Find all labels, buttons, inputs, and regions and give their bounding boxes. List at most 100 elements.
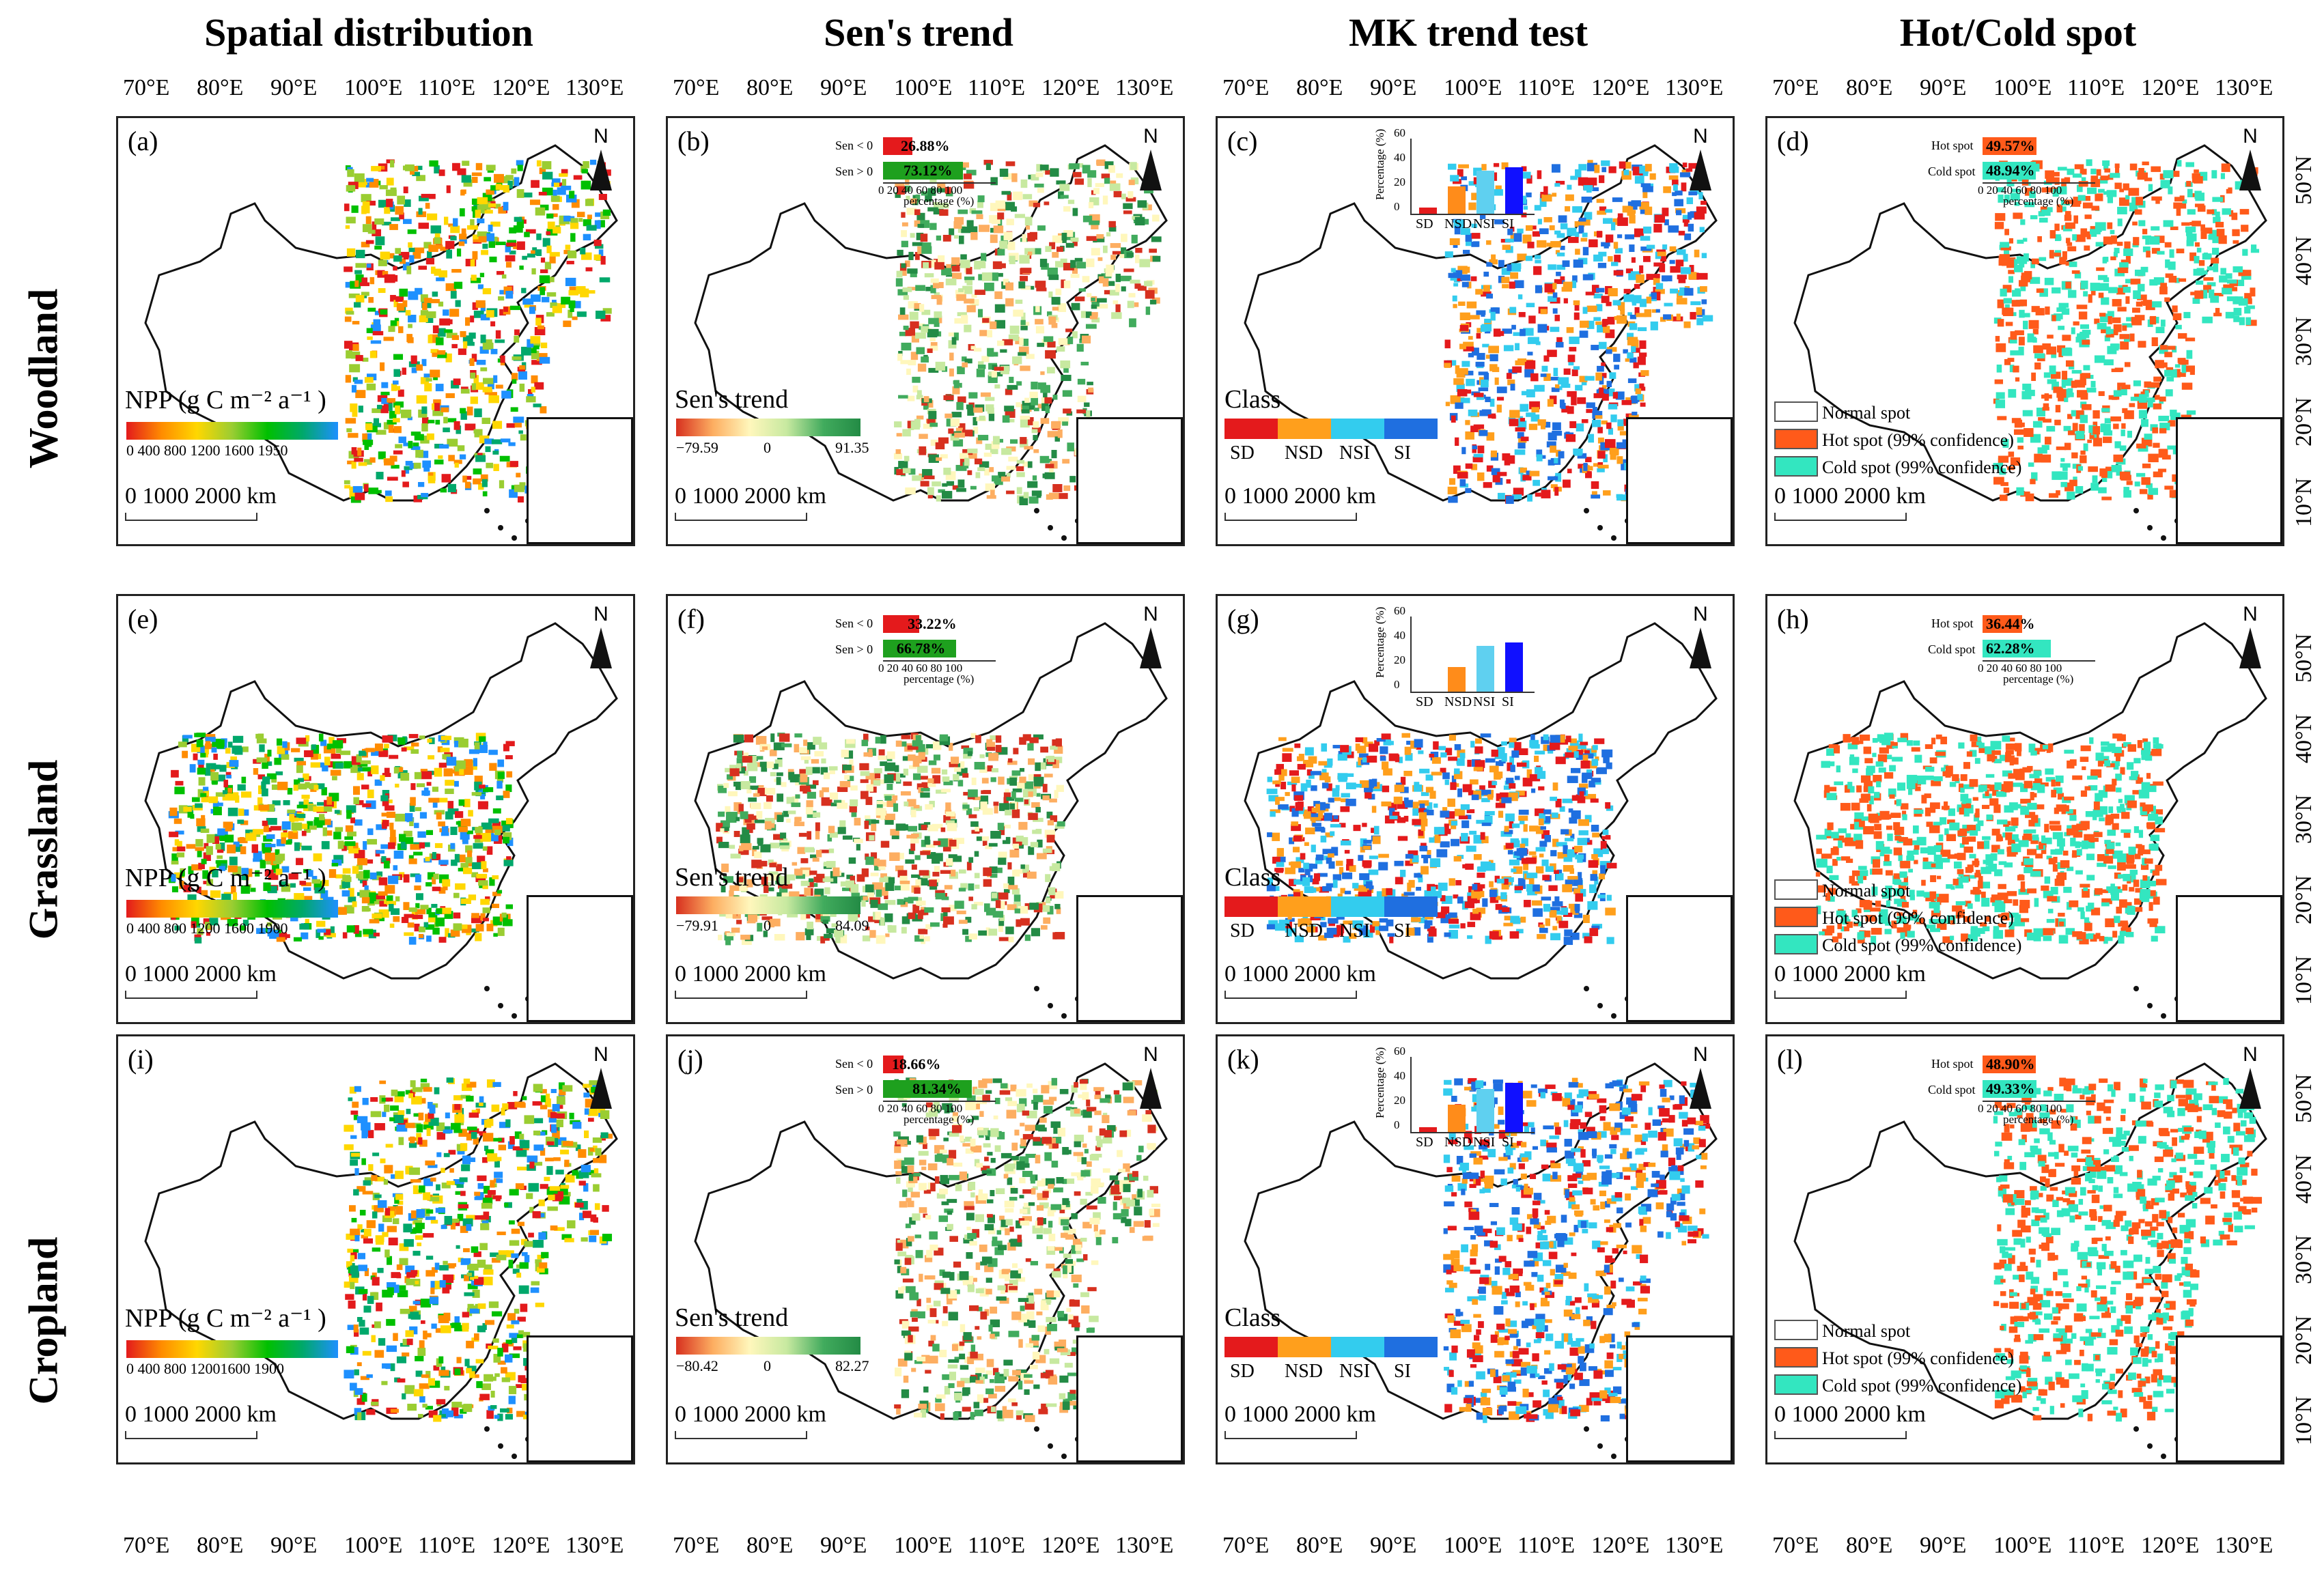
lon-tick-label: 130°E [1115, 75, 1174, 100]
data-pixel [1463, 341, 1474, 348]
data-pixel [1585, 457, 1592, 463]
data-pixel [1550, 376, 1559, 381]
data-pixel [1042, 795, 1050, 801]
data-pixel [1576, 423, 1584, 431]
data-pixel [1457, 275, 1463, 281]
data-pixel [414, 923, 420, 932]
data-pixel [401, 470, 406, 477]
data-pixel [565, 277, 576, 287]
data-pixel [360, 767, 371, 771]
data-pixel [811, 759, 820, 764]
data-pixel [954, 216, 964, 225]
data-pixel [2097, 322, 2107, 330]
mini-x-label: percentage (%) [2003, 195, 2074, 208]
data-pixel [1472, 445, 1477, 450]
data-pixel [426, 213, 438, 221]
data-pixel [346, 925, 355, 933]
data-pixel [898, 395, 908, 399]
data-pixel [262, 847, 271, 854]
data-pixel [2210, 296, 2220, 303]
island-dot [1584, 508, 1589, 513]
data-pixel [395, 444, 402, 449]
data-pixel [956, 294, 966, 301]
data-pixel [774, 759, 783, 767]
data-pixel [187, 894, 197, 901]
data-pixel [2103, 277, 2110, 283]
data-pixel [403, 218, 412, 225]
mini-x-label: percentage (%) [904, 195, 975, 208]
lon-tick-label: 80°E [197, 1533, 244, 1558]
data-pixel [2075, 485, 2084, 494]
data-pixel [1076, 261, 1087, 269]
data-pixel [1615, 248, 1623, 254]
data-pixel [1552, 422, 1561, 431]
data-pixel [1484, 318, 1492, 323]
data-pixel [1603, 218, 1613, 224]
lon-tick-label: 110°E [968, 75, 1026, 100]
data-pixel [884, 900, 896, 905]
data-pixel [1522, 234, 1532, 244]
data-pixel [1537, 419, 1546, 426]
data-pixel [226, 774, 232, 779]
data-pixel [486, 165, 496, 171]
data-pixel [1096, 160, 1102, 165]
data-pixel [993, 225, 1004, 233]
data-pixel [1019, 737, 1026, 745]
data-pixel [434, 767, 443, 777]
data-pixel [779, 842, 789, 847]
data-pixel [359, 750, 367, 756]
data-pixel [2169, 249, 2174, 258]
data-pixel [2220, 173, 2225, 180]
data-pixel [964, 324, 972, 332]
data-pixel [1598, 341, 1607, 350]
data-pixel [431, 903, 438, 908]
data-pixel [938, 437, 949, 444]
data-pixel [2175, 369, 2181, 378]
data-pixel [826, 861, 836, 868]
data-pixel [434, 237, 441, 244]
data-pixel [357, 763, 368, 767]
data-pixel [1604, 388, 1610, 394]
data-pixel [1646, 296, 1652, 304]
data-pixel [1468, 409, 1478, 416]
data-pixel [1578, 164, 1587, 171]
cold-spot-label: Cold spot (99% confidence) [1822, 457, 2022, 477]
data-pixel [1131, 234, 1138, 244]
data-pixel [1540, 373, 1547, 378]
data-pixel [2031, 306, 2040, 313]
data-pixel [1568, 360, 1574, 366]
data-pixel [1670, 288, 1678, 294]
data-pixel [1493, 328, 1501, 337]
data-pixel [287, 809, 296, 814]
data-pixel [376, 429, 387, 435]
data-pixel [2124, 241, 2131, 250]
data-pixel [1445, 401, 1450, 406]
data-pixel [435, 917, 445, 926]
data-pixel [2120, 386, 2127, 395]
data-pixel [764, 802, 772, 809]
data-pixel [275, 771, 283, 776]
data-pixel [1152, 214, 1160, 222]
data-pixel [2078, 311, 2088, 320]
data-pixel [999, 240, 1008, 249]
data-pixel [979, 766, 988, 773]
data-pixel [957, 366, 965, 375]
data-pixel [2089, 435, 2095, 439]
data-pixel [549, 213, 558, 217]
data-pixel [2006, 178, 2012, 185]
data-pixel [991, 892, 998, 898]
data-pixel [1463, 249, 1470, 254]
data-pixel [2052, 287, 2061, 294]
data-pixel [2084, 245, 2090, 251]
data-pixel [451, 335, 460, 340]
data-pixel [546, 228, 558, 236]
mini-y-tick: 0 [1394, 200, 1400, 213]
data-pixel [1061, 374, 1072, 382]
data-pixel [489, 877, 495, 886]
data-pixel [900, 902, 908, 907]
data-pixel [2202, 227, 2213, 234]
data-pixel [481, 822, 492, 830]
data-pixel [468, 894, 477, 901]
data-pixel [365, 433, 372, 440]
data-pixel [1006, 466, 1016, 470]
